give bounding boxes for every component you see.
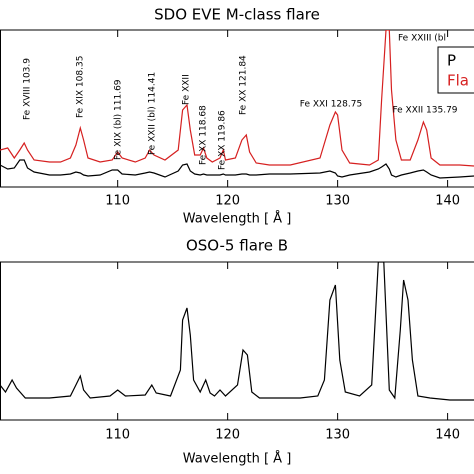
- x-tick-label: 110: [105, 194, 130, 209]
- line-annotation: Fe XX 119.86: [218, 110, 228, 170]
- x-tick-label: 140: [435, 194, 460, 209]
- x-tick-label: 130: [325, 428, 350, 443]
- spectrum-line: [0, 30, 474, 167]
- line-annotation: Fe XX 121.84: [239, 55, 249, 115]
- line-annotation: Fe XX 118.68: [199, 105, 209, 165]
- chart-title: OSO-5 flare B: [186, 237, 288, 255]
- plot-area: [0, 262, 474, 401]
- x-axis-label: Wavelength [ Å ]: [183, 211, 292, 227]
- spectrum-line: [0, 159, 474, 179]
- line-annotation: Fe XXII: [182, 74, 192, 105]
- line-annotation: Fe XXII 135.79: [392, 106, 457, 116]
- spectrum-line: [0, 262, 474, 401]
- line-annotation: Fe XXI 128.75: [300, 100, 362, 110]
- legend-box: [437, 46, 474, 94]
- x-axis-label: Wavelength [ Å ]: [183, 451, 292, 467]
- line-annotation: Fe XIX 108.35: [76, 56, 86, 118]
- x-tick-label: 140: [435, 428, 460, 443]
- chart-title: SDO EVE M-class flare: [154, 6, 320, 24]
- line-annotation: Fe XXIII (bl: [398, 34, 446, 44]
- x-tick-label: 120: [215, 428, 240, 443]
- line-annotation: Fe XVIII 103.9: [23, 58, 33, 120]
- plot-area: [0, 30, 474, 179]
- x-tick-label: 110: [105, 428, 130, 443]
- x-tick-label: 120: [215, 194, 240, 209]
- legend-label: P: [447, 52, 456, 70]
- line-annotation: Fe XXII (bl) 114.41: [148, 72, 158, 155]
- x-tick-label: 130: [325, 194, 350, 209]
- legend-label: Fla: [447, 72, 469, 90]
- line-annotation: Fe XIX (bl) 111.69: [114, 79, 124, 160]
